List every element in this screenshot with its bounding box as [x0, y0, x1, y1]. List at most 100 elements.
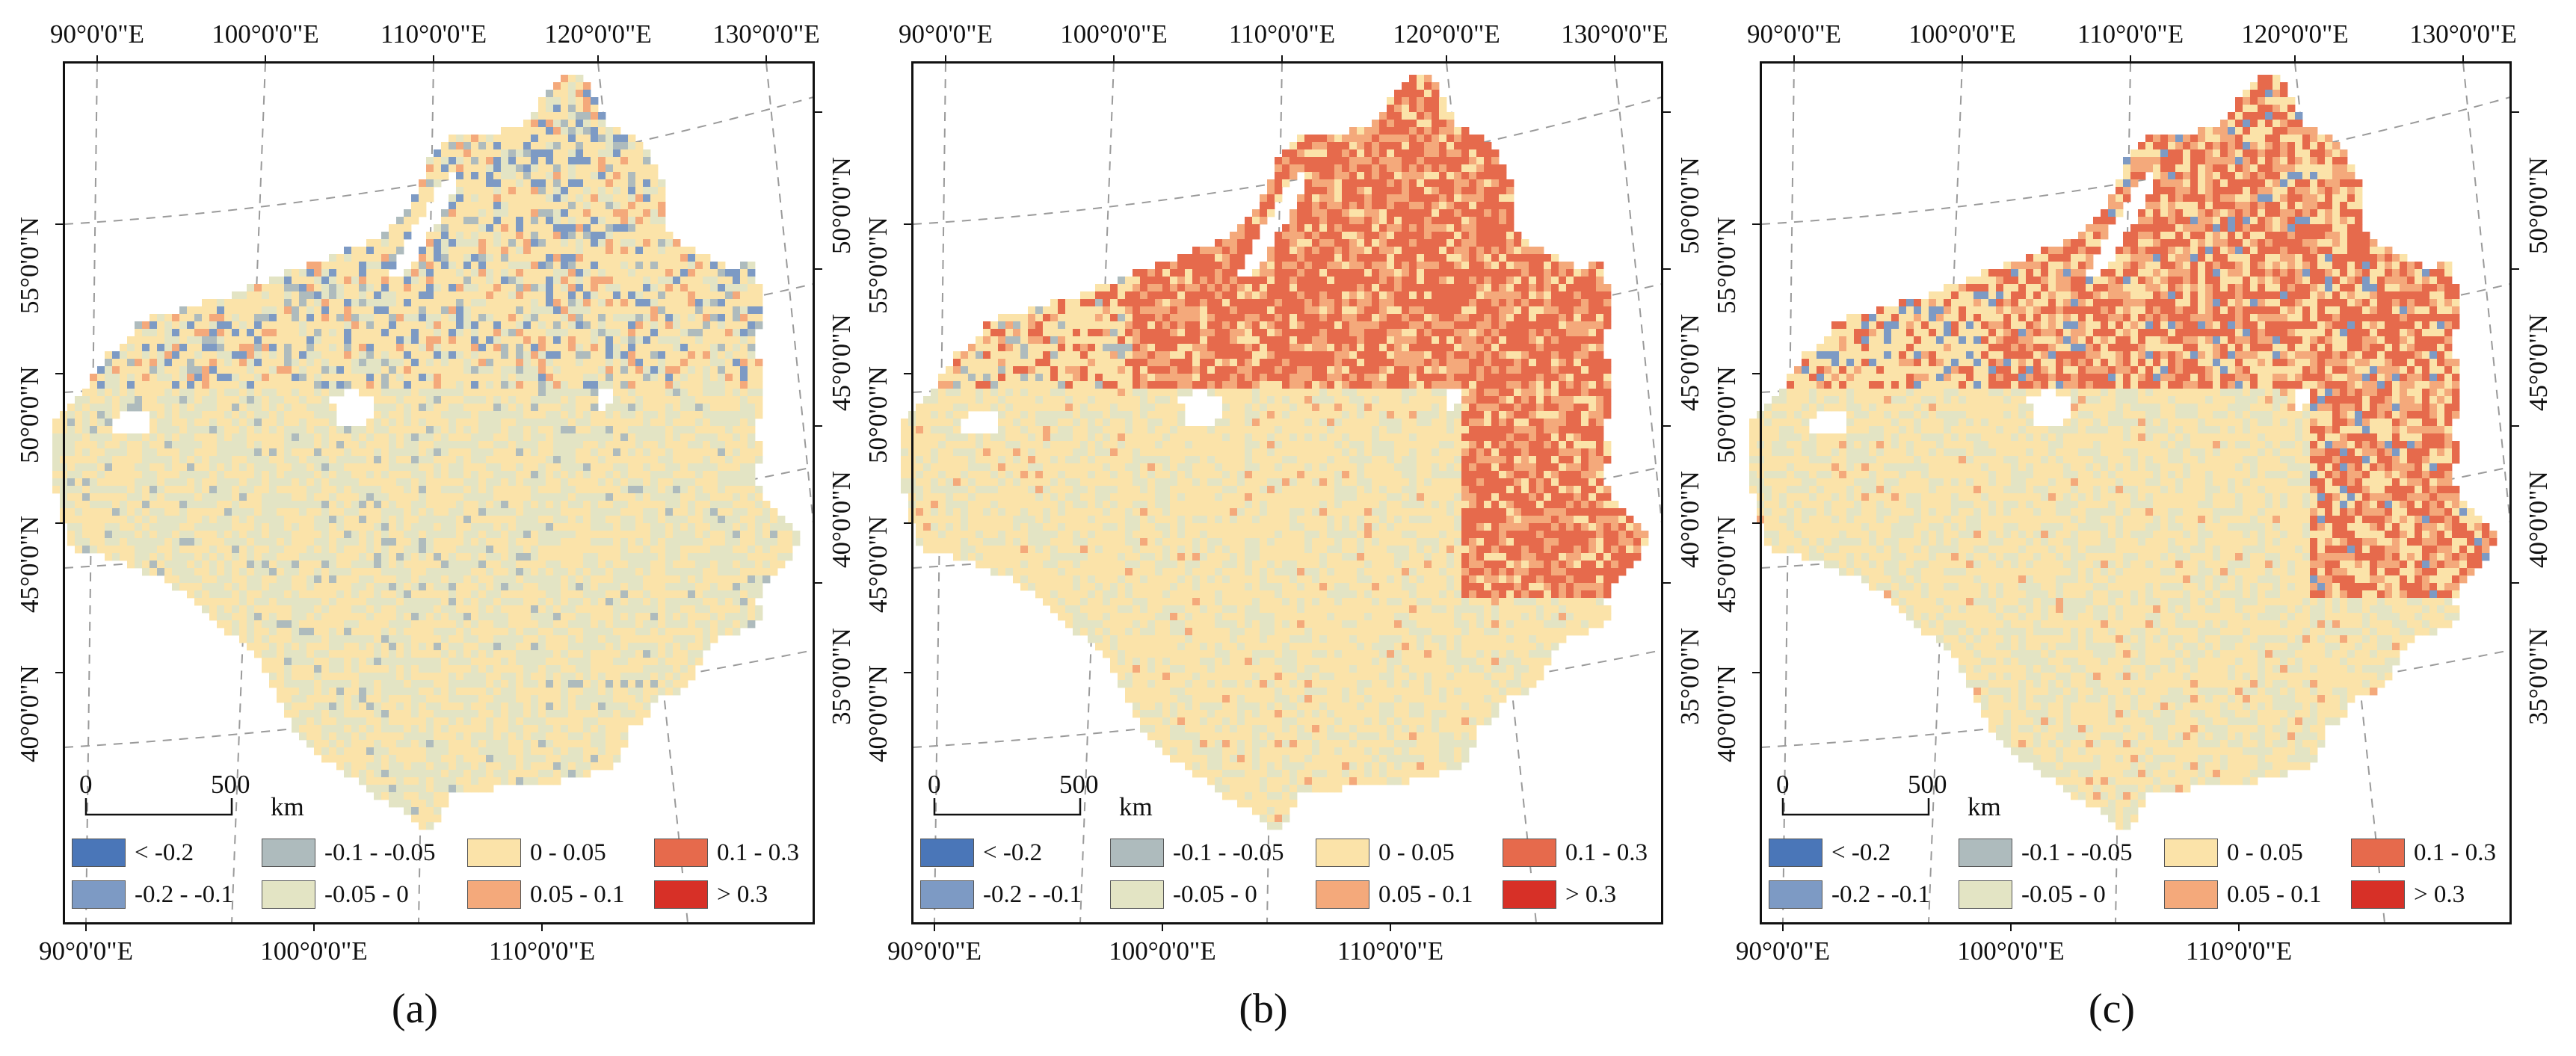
- legend-label: 0.05 - 0.1: [1378, 881, 1473, 908]
- scale-end-label: 500: [211, 770, 250, 799]
- top-longitude-label: 120°0'0"E: [1393, 19, 1500, 49]
- legend-label: 0 - 0.05: [2227, 839, 2303, 866]
- legend-swatch: [72, 880, 126, 909]
- map-frame: [63, 61, 815, 924]
- legend-swatch: [1110, 839, 1164, 867]
- legend-swatch: [654, 839, 708, 867]
- legend-label: -0.2 - -0.1: [983, 881, 1082, 908]
- map-canvas: [1749, 55, 2519, 931]
- legend-swatch: [2164, 839, 2218, 867]
- change-raster: [52, 75, 801, 830]
- map-panel: 90°0'0"E 100°0'0"E 110°0'0"E 120°0'0"E 130°0…: [0, 0, 856, 1056]
- scale-end-label: 500: [1908, 770, 1947, 799]
- legend-swatch: [467, 880, 521, 909]
- top-longitude-label: 130°0'0"E: [1561, 19, 1668, 49]
- bottom-longitude-label: 110°0'0"E: [2185, 936, 2293, 966]
- legend-label: -0.05 - 0: [1173, 881, 1257, 908]
- right-latitude-label: 40°0'0"N: [2524, 471, 2553, 568]
- legend-label: 0.1 - 0.3: [2414, 839, 2496, 866]
- top-longitude-label: 100°0'0"E: [212, 19, 319, 49]
- legend-swatch: [1959, 880, 2012, 909]
- top-longitude-label: 110°0'0"E: [380, 19, 487, 49]
- bottom-longitude-label: 110°0'0"E: [488, 936, 596, 966]
- change-raster: [1749, 75, 2498, 830]
- left-latitude-label: 40°0'0"N: [863, 665, 893, 762]
- left-latitude-label: 40°0'0"N: [1712, 665, 1741, 762]
- legend-swatch: [1769, 880, 1822, 909]
- legend-swatch: [262, 839, 315, 867]
- right-latitude-label: 45°0'0"N: [2524, 314, 2553, 411]
- legend-label: -0.1 - -0.05: [324, 839, 436, 866]
- change-raster: [901, 75, 1649, 830]
- top-longitude-label: 100°0'0"E: [1060, 19, 1168, 49]
- scale-bar: [1781, 798, 1930, 816]
- legend-label: 0 - 0.05: [1378, 839, 1455, 866]
- legend-swatch: [1959, 839, 2012, 867]
- top-longitude-label: 90°0'0"E: [1747, 19, 1841, 49]
- bottom-longitude-label: 90°0'0"E: [1736, 936, 1830, 966]
- panel-caption: (b): [1239, 986, 1288, 1032]
- scale-end-label: 500: [1059, 770, 1099, 799]
- bottom-longitude-label: 100°0'0"E: [1957, 936, 2065, 966]
- left-latitude-label: 40°0'0"N: [15, 665, 44, 762]
- scale-start-label: 0: [79, 770, 93, 799]
- legend-label: -0.2 - -0.1: [1831, 881, 1930, 908]
- legend-swatch: [2351, 839, 2405, 867]
- legend-label: 0.1 - 0.3: [717, 839, 799, 866]
- left-latitude-label: 50°0'0"N: [1712, 366, 1741, 463]
- bottom-longitude-label: 90°0'0"E: [887, 936, 982, 966]
- top-longitude-label: 110°0'0"E: [1228, 19, 1336, 49]
- top-longitude-label: 130°0'0"E: [712, 19, 820, 49]
- legend-label: < -0.2: [135, 839, 194, 866]
- legend-label: -0.1 - -0.05: [1173, 839, 1284, 866]
- legend-swatch: [920, 880, 974, 909]
- top-longitude-label: 110°0'0"E: [2077, 19, 2184, 49]
- legend-swatch: [1316, 880, 1369, 909]
- legend-swatch: [1316, 839, 1369, 867]
- legend-label: < -0.2: [1831, 839, 1891, 866]
- legend-swatch: [920, 839, 974, 867]
- legend-swatch: [72, 839, 126, 867]
- bottom-longitude-label: 90°0'0"E: [39, 936, 133, 966]
- legend-label: -0.05 - 0: [2021, 881, 2106, 908]
- map-frame: [911, 61, 1663, 924]
- bottom-longitude-label: 100°0'0"E: [260, 936, 368, 966]
- map-panel: 90°0'0"E 100°0'0"E 110°0'0"E 120°0'0"E 130°0…: [1697, 0, 2553, 1056]
- map-canvas: [901, 55, 1671, 931]
- panel-caption: (c): [2088, 986, 2136, 1032]
- legend-swatch: [1769, 839, 1822, 867]
- legend-label: < -0.2: [983, 839, 1043, 866]
- top-longitude-label: 120°0'0"E: [544, 19, 652, 49]
- left-latitude-label: 50°0'0"N: [15, 366, 44, 463]
- scale-unit-label: km: [1968, 792, 2001, 821]
- left-latitude-label: 55°0'0"N: [863, 217, 893, 314]
- left-latitude-label: 55°0'0"N: [1712, 217, 1741, 314]
- legend-label: > 0.3: [2414, 881, 2465, 908]
- scale-unit-label: km: [271, 792, 304, 821]
- map-panel: 90°0'0"E 100°0'0"E 110°0'0"E 120°0'0"E 130°0…: [848, 0, 1704, 1056]
- legend-label: -0.05 - 0: [324, 881, 409, 908]
- right-latitude-label: 50°0'0"N: [2524, 157, 2553, 254]
- top-longitude-label: 90°0'0"E: [50, 19, 144, 49]
- legend-swatch: [2164, 880, 2218, 909]
- scale-bar: [84, 798, 233, 816]
- scale-start-label: 0: [1776, 770, 1790, 799]
- legend-label: 0.05 - 0.1: [2227, 881, 2322, 908]
- legend-swatch: [1503, 839, 1556, 867]
- left-latitude-label: 50°0'0"N: [863, 366, 893, 463]
- legend-label: > 0.3: [717, 881, 768, 908]
- legend-swatch: [654, 880, 708, 909]
- top-longitude-label: 130°0'0"E: [2409, 19, 2517, 49]
- top-longitude-label: 90°0'0"E: [899, 19, 993, 49]
- left-latitude-label: 45°0'0"N: [1712, 516, 1741, 613]
- top-longitude-label: 120°0'0"E: [2241, 19, 2349, 49]
- map-frame: [1760, 61, 2512, 924]
- legend-label: -0.1 - -0.05: [2021, 839, 2133, 866]
- scale-bar: [933, 798, 1082, 816]
- scale-unit-label: km: [1119, 792, 1153, 821]
- legend-swatch: [262, 880, 315, 909]
- bottom-longitude-label: 100°0'0"E: [1109, 936, 1216, 966]
- legend-swatch: [467, 839, 521, 867]
- legend-label: > 0.3: [1565, 881, 1617, 908]
- legend-swatch: [2351, 880, 2405, 909]
